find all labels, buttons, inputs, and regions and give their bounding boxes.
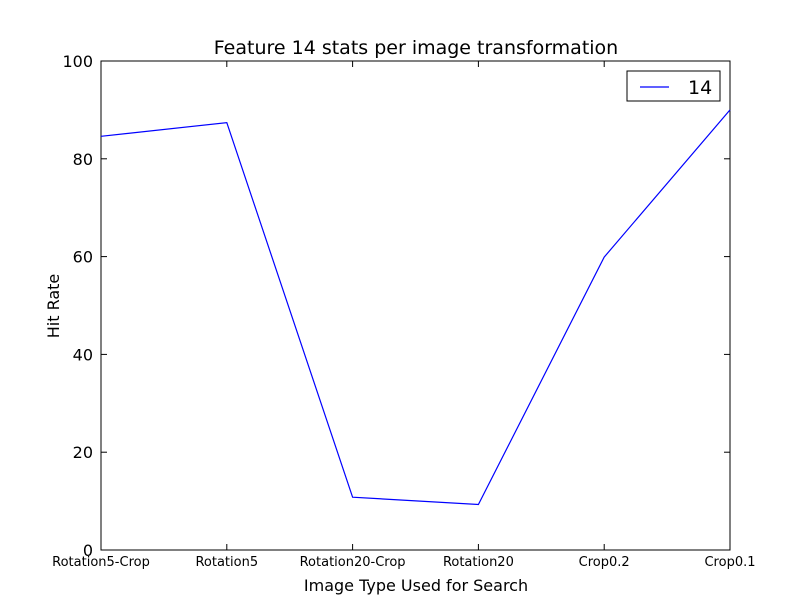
x-tick-label-1: Rotation5 <box>195 555 258 570</box>
y-tick-label-0: 0 <box>83 541 93 560</box>
y-tick-label-80: 80 <box>73 150 93 169</box>
x-tick-label-0: Rotation5-Crop <box>52 555 150 570</box>
x-tick-label-4: Crop0.2 <box>579 555 630 570</box>
y-axis-ticks: 0 20 40 60 80 100 <box>62 52 730 560</box>
legend-box <box>626 70 721 102</box>
x-tick-label-5: Crop0.1 <box>704 555 755 570</box>
y-axis-label: Hit Rate <box>44 274 63 339</box>
x-axis-ticks: Rotation5-Crop Rotation5 Rotation20-Crop Ro… <box>52 61 756 570</box>
y-tick-label-40: 40 <box>73 345 93 364</box>
y-tick-label-60: 60 <box>73 248 93 267</box>
plot-frame <box>100 60 731 551</box>
legend-label-series-14: 14 <box>688 77 712 99</box>
x-tick-label-3: Rotation20 <box>443 555 514 570</box>
x-tick-label-2: Rotation20-Crop <box>300 555 406 570</box>
chart-title: Feature 14 stats per image transformatio… <box>214 37 618 59</box>
y-tick-label-100: 100 <box>62 52 93 71</box>
legend: 14 <box>626 70 721 102</box>
x-axis-label: Image Type Used for Search <box>304 576 528 595</box>
series-layer <box>100 109 731 506</box>
y-tick-label-20: 20 <box>73 443 93 462</box>
series-line-14 <box>100 109 731 506</box>
